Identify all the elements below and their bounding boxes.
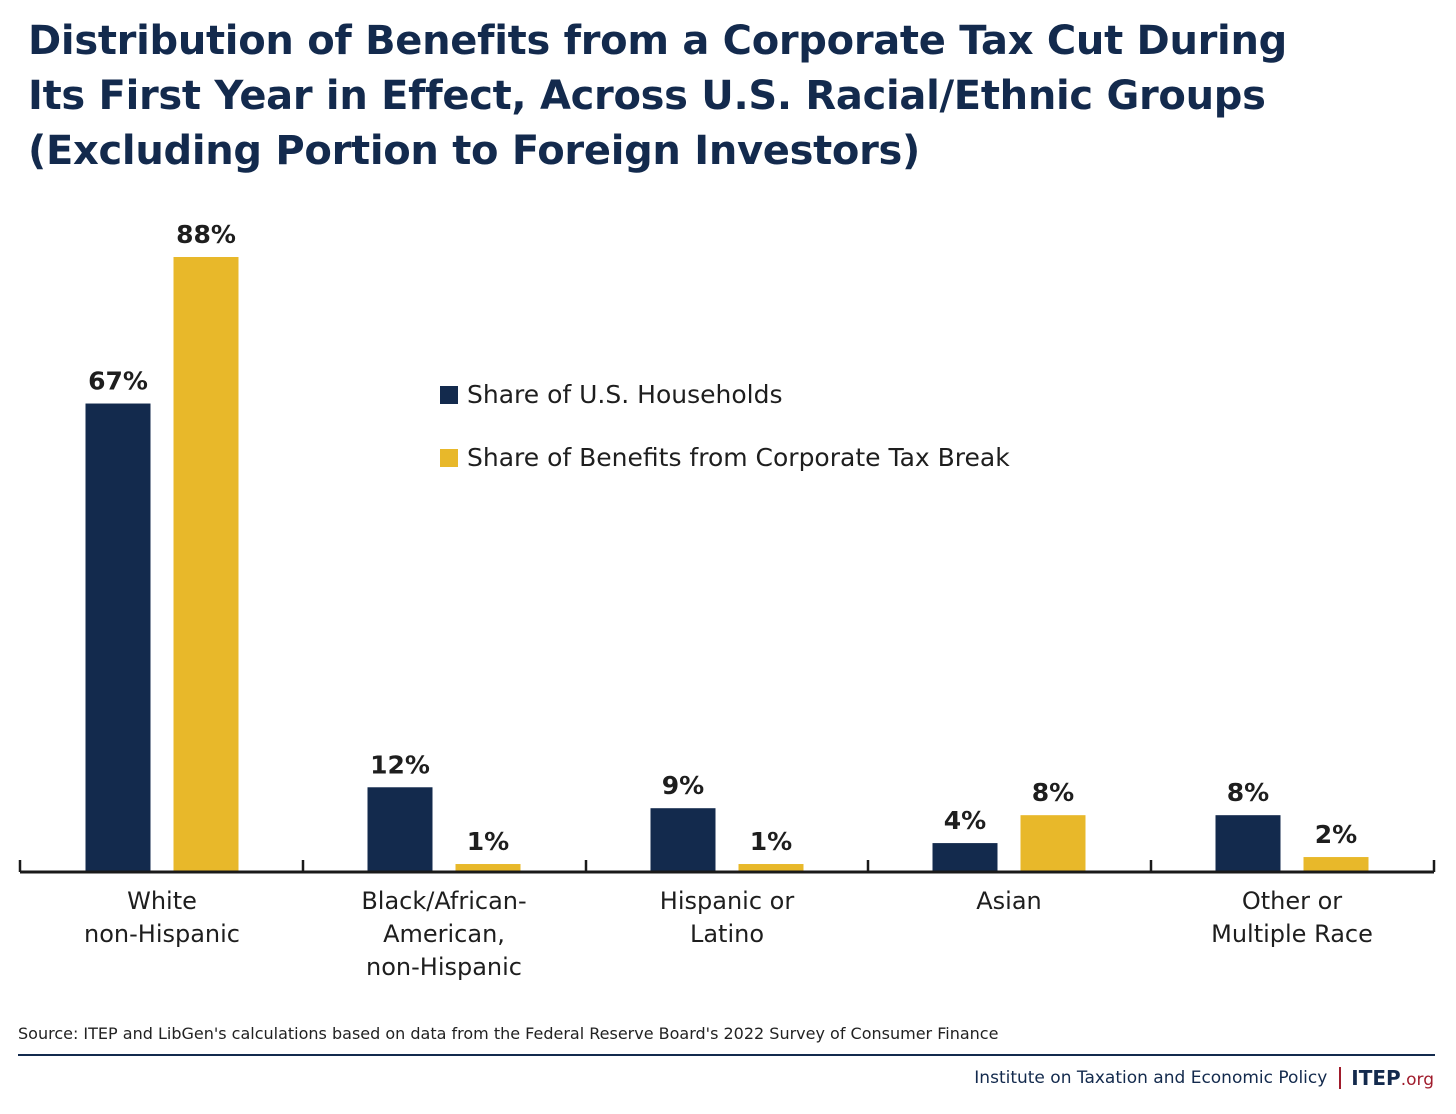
legend-label-households: Share of U.S. Households [467, 380, 783, 409]
bar-benefits-1 [455, 864, 521, 871]
logo-main: ITEP [1351, 1066, 1401, 1090]
bar-households-4 [1215, 815, 1281, 871]
bar-benefits-0 [173, 257, 239, 871]
bar-households-2 [650, 808, 716, 871]
data-label-benefits-3: 8% [1032, 778, 1074, 807]
bar-households-0 [85, 403, 151, 871]
category-label-2: Hispanic or Latino [660, 887, 795, 948]
bar-households-1 [367, 787, 433, 871]
legend-swatch-benefits [440, 448, 458, 467]
data-label-benefits-1: 1% [467, 827, 509, 856]
title-line-3: (Excluding Portion to Foreign Investors) [28, 128, 921, 174]
itep-logo: ITEP.org [1351, 1066, 1434, 1090]
legend-item-households: Share of U.S. Households [440, 380, 782, 409]
data-label-households-0: 67% [88, 367, 148, 396]
category-label-1: Black/African-American, non-Hispanic [361, 887, 526, 981]
footer-separator [1339, 1067, 1342, 1089]
source-note: Source: ITEP and LibGen's calculations b… [18, 1024, 999, 1043]
data-label-households-4: 8% [1227, 778, 1269, 807]
legend-label-benefits: Share of Benefits from Corporate Tax Bre… [467, 443, 1010, 472]
chart-title: Distribution of Benefits from a Corporat… [28, 14, 1408, 179]
legend-item-benefits: Share of Benefits from Corporate Tax Bre… [440, 443, 1010, 472]
footer-divider [18, 1054, 1435, 1056]
category-label-3: Asian [976, 887, 1042, 915]
bar-benefits-3 [1020, 815, 1086, 871]
x-axis [18, 860, 1436, 874]
data-label-households-1: 12% [370, 750, 430, 779]
category-label-4: Other or Multiple Race [1211, 887, 1373, 948]
logo-suffix: .org [1400, 1070, 1434, 1090]
data-label-benefits-0: 88% [176, 220, 236, 249]
title-line-1: Distribution of Benefits from a Corporat… [28, 18, 1287, 64]
bar-benefits-4 [1303, 857, 1369, 871]
data-label-households-2: 9% [662, 771, 704, 800]
title-line-2: Its First Year in Effect, Across U.S. Ra… [28, 73, 1266, 119]
data-label-households-3: 4% [944, 806, 986, 835]
legend-swatch-households [440, 385, 458, 404]
data-label-benefits-4: 2% [1315, 820, 1357, 849]
category-label-0: White non-Hispanic [84, 887, 240, 948]
footer: Institute on Taxation and Economic Polic… [974, 1066, 1434, 1090]
bars-group [85, 257, 1369, 871]
labels-group: 67% 12% 9% 4% 8% 88% 1% 1% 8% 2% White non-Hispanic… [84, 220, 1373, 981]
bar-chart: 67% 12% 9% 4% 8% 88% 1% 1% 8% 2% White non-Hispanic… [18, 220, 1436, 981]
bar-households-3 [932, 843, 998, 871]
bar-benefits-2 [738, 864, 804, 871]
data-label-benefits-2: 1% [750, 827, 792, 856]
footer-org-name: Institute on Taxation and Economic Polic… [974, 1068, 1328, 1088]
